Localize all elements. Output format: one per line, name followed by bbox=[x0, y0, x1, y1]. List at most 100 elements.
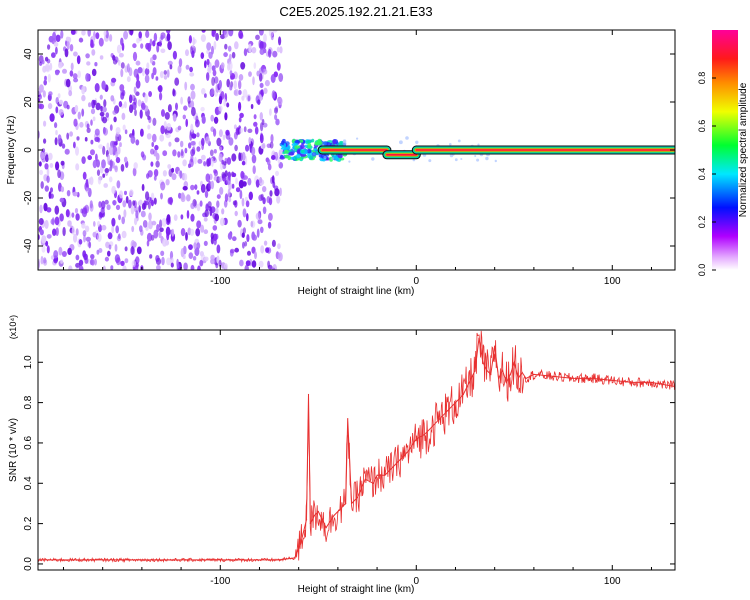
transition-point bbox=[306, 148, 312, 154]
faint-point bbox=[323, 155, 327, 160]
faint-point bbox=[399, 140, 403, 145]
noise-point bbox=[152, 40, 156, 47]
snr-point bbox=[364, 478, 366, 480]
noise-point bbox=[191, 106, 196, 117]
noise-point bbox=[272, 30, 278, 33]
noise-point bbox=[232, 172, 237, 178]
noise-point bbox=[51, 217, 55, 226]
noise-point bbox=[216, 137, 222, 147]
noise-point bbox=[121, 42, 125, 51]
noise-point bbox=[61, 251, 67, 257]
noise-point bbox=[172, 149, 177, 157]
noise-point bbox=[253, 121, 258, 127]
snr-point bbox=[505, 381, 507, 383]
noise-point bbox=[104, 199, 109, 205]
noise-point bbox=[88, 177, 91, 184]
noise-point bbox=[108, 244, 112, 250]
noise-point bbox=[85, 53, 90, 59]
noise-point bbox=[244, 241, 248, 247]
noise-point bbox=[182, 159, 187, 167]
noise-point bbox=[200, 254, 206, 261]
noise-point bbox=[38, 97, 41, 103]
noise-point bbox=[246, 213, 249, 222]
noise-point bbox=[215, 207, 219, 215]
noise-point bbox=[105, 112, 110, 118]
noise-point bbox=[242, 227, 246, 234]
noise-point bbox=[115, 151, 119, 159]
noise-point bbox=[153, 197, 157, 205]
noise-point bbox=[158, 85, 163, 93]
snr-frame bbox=[37, 329, 676, 571]
noise-point bbox=[196, 190, 200, 195]
noise-point bbox=[183, 262, 188, 270]
snr-point bbox=[294, 557, 296, 559]
noise-point bbox=[61, 143, 66, 149]
noise-point bbox=[76, 55, 81, 65]
noise-point bbox=[194, 184, 198, 190]
noise-point bbox=[153, 229, 159, 239]
noise-point bbox=[190, 141, 196, 146]
noise-point bbox=[205, 136, 210, 144]
noise-point bbox=[67, 247, 72, 255]
noise-point bbox=[262, 186, 267, 193]
noise-point bbox=[164, 112, 170, 120]
snr-series-line bbox=[38, 338, 675, 561]
noise-point bbox=[73, 233, 78, 243]
noise-point bbox=[266, 159, 271, 166]
noise-point bbox=[98, 248, 103, 253]
noise-point bbox=[54, 216, 60, 226]
noise-point bbox=[251, 146, 256, 156]
noise-point bbox=[38, 218, 44, 225]
noise-point bbox=[183, 173, 188, 181]
noise-point bbox=[226, 157, 232, 165]
faint-point bbox=[405, 136, 409, 140]
noise-point bbox=[208, 180, 212, 190]
noise-point bbox=[150, 199, 154, 207]
noise-point bbox=[207, 67, 212, 74]
noise-point bbox=[166, 30, 171, 34]
noise-point bbox=[183, 105, 188, 111]
noise-point bbox=[201, 154, 206, 161]
noise-point bbox=[256, 228, 260, 238]
transition-point bbox=[291, 143, 297, 147]
noise-point bbox=[55, 130, 58, 136]
noise-point bbox=[90, 39, 94, 48]
noise-point bbox=[215, 32, 220, 41]
noise-point bbox=[226, 102, 230, 108]
noise-point bbox=[227, 188, 231, 198]
noise-point bbox=[272, 50, 278, 58]
noise-point bbox=[52, 31, 57, 41]
colorbar-tick-label: 0.2 bbox=[697, 216, 707, 229]
noise-point bbox=[98, 144, 103, 149]
noise-point bbox=[162, 150, 168, 157]
noise-point bbox=[196, 220, 202, 229]
noise-point bbox=[231, 51, 236, 59]
noise-point bbox=[206, 58, 210, 66]
noise-point bbox=[69, 131, 73, 137]
noise-point bbox=[148, 116, 152, 124]
noise-point bbox=[196, 132, 200, 138]
snr-point bbox=[490, 373, 492, 375]
noise-point bbox=[86, 61, 91, 66]
noise-point bbox=[72, 73, 78, 80]
noise-point bbox=[124, 258, 129, 264]
noise-point bbox=[110, 95, 115, 102]
noise-point bbox=[261, 118, 265, 126]
noise-point bbox=[253, 114, 257, 120]
noise-point bbox=[147, 196, 152, 202]
noise-point bbox=[185, 232, 188, 241]
noise-point bbox=[41, 235, 47, 244]
noise-point bbox=[166, 214, 171, 223]
noise-point bbox=[251, 246, 256, 254]
noise-point bbox=[95, 153, 98, 162]
noise-point bbox=[260, 40, 264, 49]
noise-point bbox=[156, 224, 160, 232]
noise-point bbox=[218, 153, 223, 162]
noise-point bbox=[117, 146, 121, 155]
noise-point bbox=[171, 167, 175, 173]
noise-point bbox=[99, 111, 105, 117]
noise-point bbox=[226, 78, 230, 88]
noise-point bbox=[256, 70, 261, 77]
noise-point bbox=[111, 185, 116, 195]
